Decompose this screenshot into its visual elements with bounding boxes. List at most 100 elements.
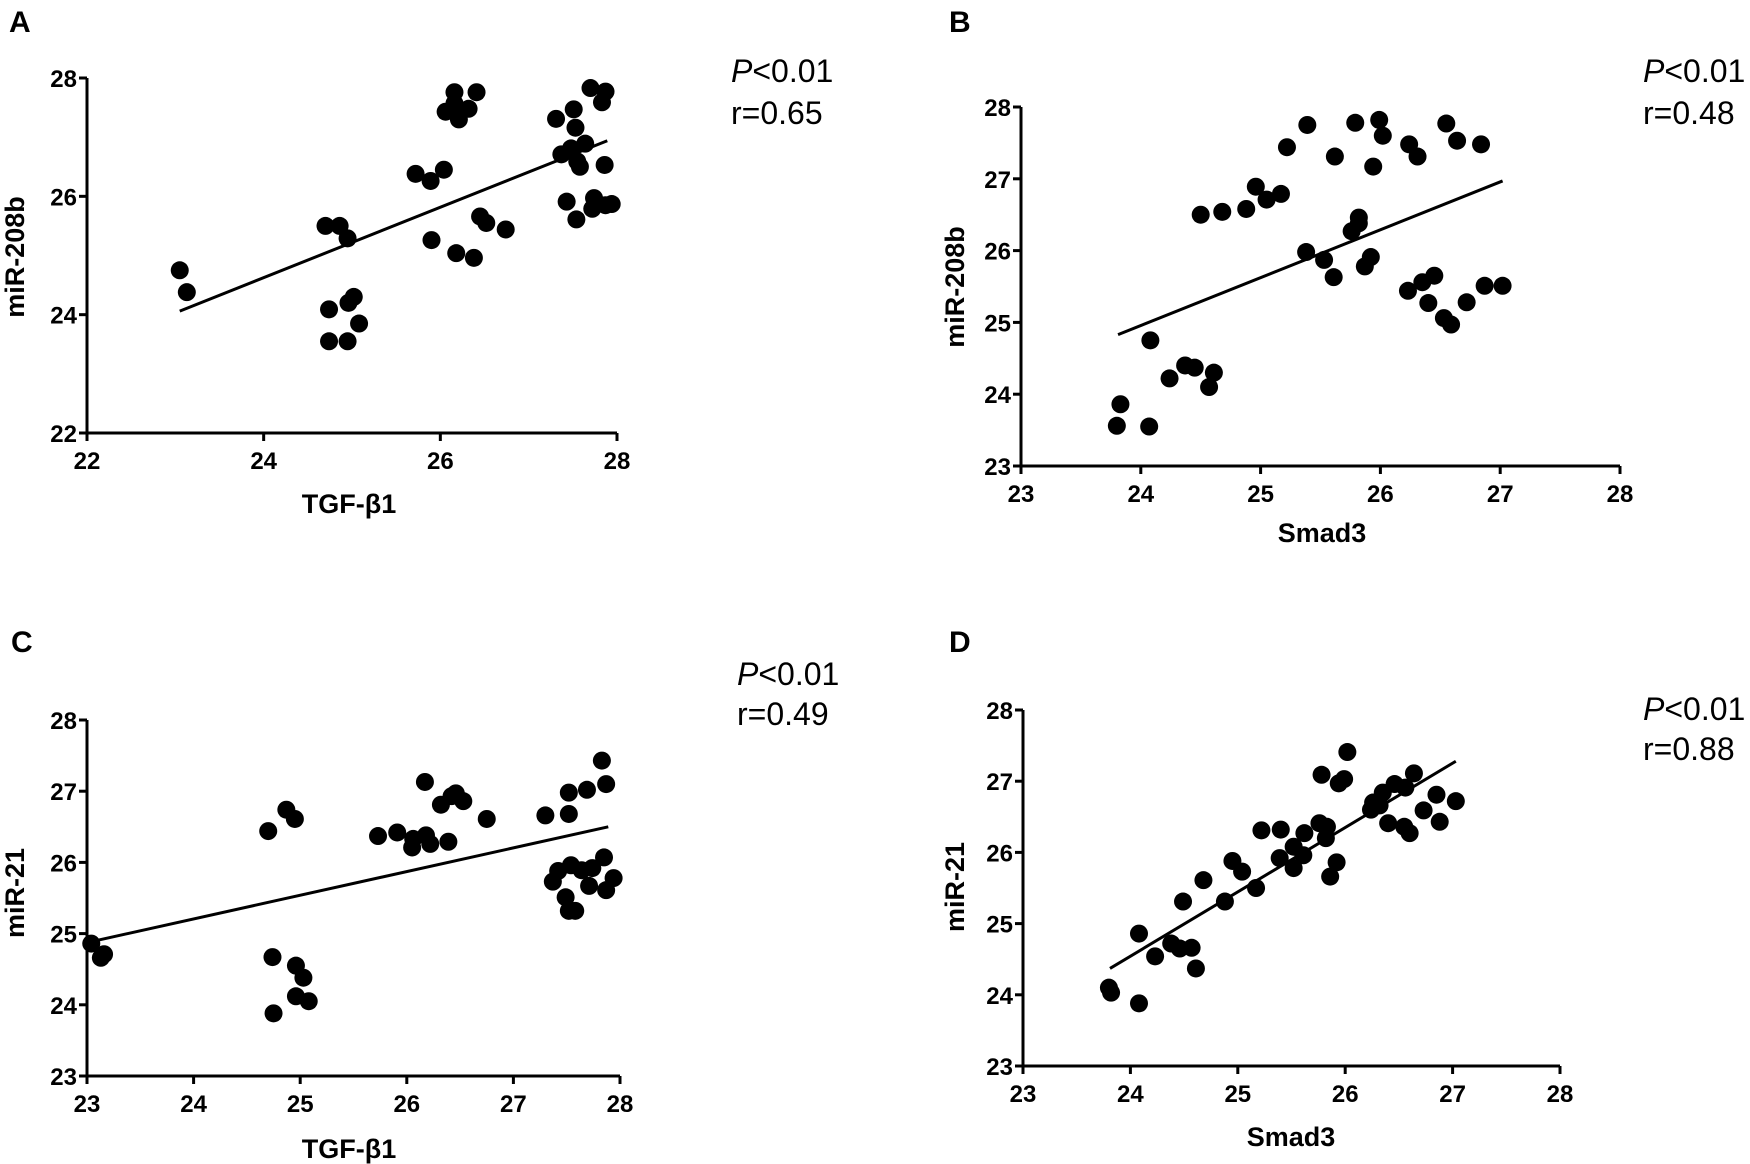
- data-point: [592, 751, 611, 770]
- y-tick-label: 25: [984, 310, 1011, 337]
- data-point: [602, 195, 621, 214]
- scatter-panel-c: P<0.01 r=0.49 TGF-β1 miR-21 23 24 25 26 27 28…: [0, 656, 839, 1164]
- data-point: [1396, 778, 1415, 797]
- x-tick-label: 25: [1224, 1081, 1251, 1108]
- data-point: [421, 834, 440, 853]
- data-point: [1414, 801, 1433, 820]
- y-tick-label: 22: [50, 421, 77, 448]
- data-point: [447, 244, 466, 263]
- x-tick-label: 25: [1247, 481, 1274, 508]
- data-point: [1448, 131, 1467, 150]
- data-point: [299, 992, 318, 1011]
- data-point: [1129, 994, 1148, 1013]
- x-tick-label: 24: [180, 1091, 207, 1118]
- y-tick-label: 27: [50, 779, 77, 806]
- data-point: [577, 780, 596, 799]
- data-point: [422, 231, 441, 250]
- x-axis-label: Smad3: [1278, 518, 1367, 548]
- x-tick-label: 26: [1332, 1081, 1359, 1108]
- x-tick-label: 28: [1607, 481, 1634, 508]
- x-tick-label: 27: [500, 1091, 527, 1118]
- data-point: [1355, 257, 1374, 276]
- data-point: [1271, 820, 1290, 839]
- data-point: [1370, 110, 1389, 129]
- data-point: [595, 848, 614, 867]
- data-point: [592, 93, 611, 112]
- data-point: [557, 192, 576, 211]
- data-point: [1446, 792, 1465, 811]
- data-point: [1442, 315, 1461, 334]
- r-value-text: r=0.65: [731, 95, 823, 131]
- data-point: [1400, 824, 1419, 843]
- data-point: [1379, 814, 1398, 833]
- data-point: [439, 832, 458, 851]
- data-point: [339, 293, 358, 312]
- y-tick-label: 28: [986, 698, 1013, 725]
- data-point: [454, 792, 473, 811]
- data-point: [1324, 268, 1343, 287]
- data-point: [369, 827, 388, 846]
- data-point: [1457, 293, 1476, 312]
- x-tick-label: 24: [250, 448, 277, 475]
- y-tick-label: 26: [50, 184, 77, 211]
- data-point: [1335, 770, 1354, 789]
- y-tick-label: 25: [986, 912, 1013, 939]
- data-point: [564, 100, 583, 119]
- data-point: [1493, 276, 1512, 295]
- data-point: [1427, 785, 1446, 804]
- data-point: [1213, 202, 1232, 221]
- y-axis-label: miR-208b: [0, 196, 30, 318]
- data-point: [536, 806, 555, 825]
- data-point: [1327, 853, 1346, 872]
- data-point: [421, 171, 440, 190]
- data-point: [320, 300, 339, 319]
- data-point: [1194, 871, 1213, 890]
- data-point: [316, 216, 335, 235]
- panel-letter-d: D: [949, 626, 971, 659]
- x-tick-label: 25: [287, 1091, 314, 1118]
- y-tick-label: 26: [984, 239, 1011, 266]
- y-tick-label: 23: [984, 454, 1011, 481]
- data-point: [1294, 846, 1313, 865]
- data-point: [1257, 190, 1276, 209]
- scatter-panel-b: P<0.01 r=0.48 Smad3 miR-208b 23 24 25 26 27 2…: [940, 53, 1745, 548]
- data-point: [1215, 892, 1234, 911]
- data-point: [595, 155, 614, 174]
- data-point: [1191, 205, 1210, 224]
- data-point: [566, 901, 585, 920]
- x-tick-label: 23: [74, 1091, 101, 1118]
- data-point: [82, 934, 101, 953]
- p-value-text: P<0.01: [731, 53, 833, 89]
- data-point: [388, 823, 407, 842]
- data-point: [1404, 764, 1423, 783]
- x-tick-label: 28: [604, 448, 631, 475]
- data-point: [1247, 879, 1266, 897]
- data-point: [1419, 294, 1438, 313]
- data-point: [1408, 147, 1427, 166]
- data-point: [1200, 378, 1219, 397]
- data-point: [477, 809, 496, 828]
- data-point: [1182, 938, 1201, 957]
- data-point: [1233, 862, 1252, 881]
- y-tick-label: 24: [50, 993, 77, 1020]
- r-value-text: r=0.88: [1643, 731, 1735, 767]
- data-point: [1271, 184, 1290, 203]
- data-point: [1107, 416, 1126, 435]
- x-tick-label: 24: [1127, 481, 1154, 508]
- y-axis-label: miR-21: [940, 842, 970, 932]
- data-point: [566, 118, 585, 137]
- x-tick-label: 26: [393, 1091, 420, 1118]
- data-point: [1270, 849, 1289, 868]
- data-point: [467, 83, 486, 102]
- data-point: [1174, 892, 1193, 911]
- data-point: [1160, 369, 1179, 388]
- y-tick-label: 27: [986, 769, 1013, 796]
- data-point: [1364, 157, 1383, 176]
- data-point: [1312, 765, 1331, 784]
- p-value-text: P<0.01: [1643, 53, 1745, 89]
- data-point: [1346, 113, 1365, 132]
- data-point: [1325, 147, 1344, 166]
- data-point: [1437, 114, 1456, 133]
- data-point: [177, 283, 196, 302]
